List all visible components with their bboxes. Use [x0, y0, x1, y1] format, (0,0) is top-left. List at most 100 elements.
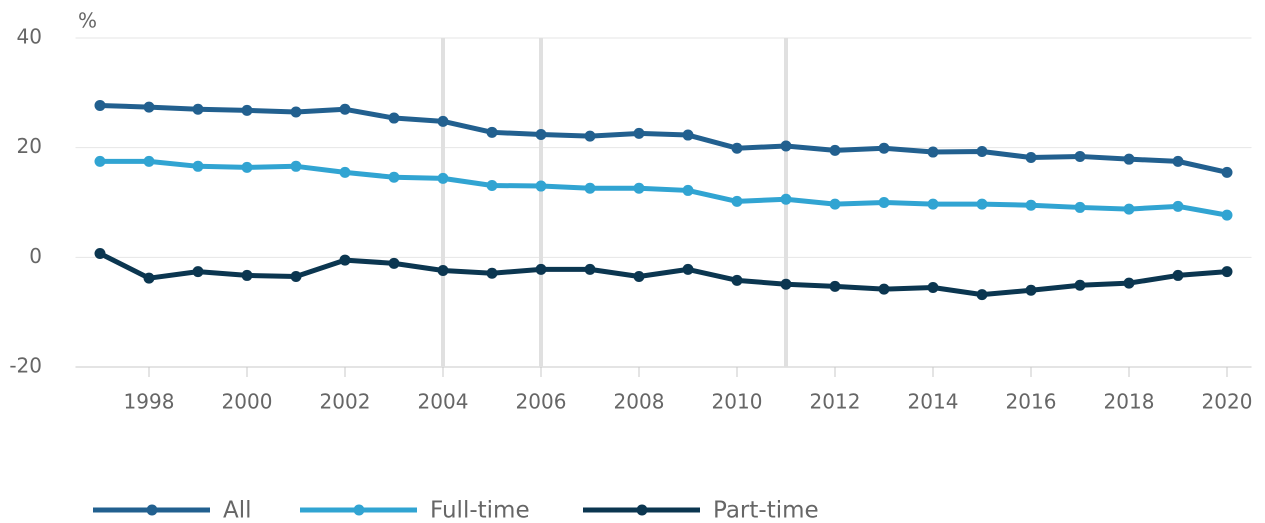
point — [731, 274, 743, 286]
point — [829, 280, 841, 292]
point — [682, 184, 694, 196]
x-tick-label: 2014 — [908, 390, 959, 414]
legend-dot — [636, 504, 648, 516]
point — [829, 198, 841, 210]
point — [192, 103, 204, 115]
x-tick-label: 2016 — [1006, 390, 1057, 414]
point — [584, 182, 596, 194]
point — [1123, 203, 1135, 215]
point — [682, 129, 694, 141]
point — [94, 99, 106, 111]
point — [535, 129, 547, 141]
point — [437, 115, 449, 127]
point — [1123, 153, 1135, 165]
point — [976, 146, 988, 158]
point — [290, 106, 302, 118]
point — [437, 264, 449, 276]
point — [1172, 200, 1184, 212]
series-line — [98, 251, 1228, 298]
point — [388, 257, 400, 269]
point — [1074, 201, 1086, 213]
point — [878, 283, 890, 295]
point — [94, 155, 106, 167]
point — [633, 127, 645, 139]
point — [1123, 277, 1135, 289]
point — [1025, 152, 1037, 164]
point — [731, 142, 743, 154]
point — [241, 269, 253, 281]
point — [241, 161, 253, 173]
point — [633, 182, 645, 194]
x-tick-label: 2008 — [614, 390, 665, 414]
legend-label: Part-time — [713, 498, 819, 523]
point — [927, 281, 939, 293]
point — [388, 112, 400, 124]
point — [486, 267, 498, 279]
x-tick-label: 2000 — [222, 390, 273, 414]
point — [927, 198, 939, 210]
point — [535, 263, 547, 275]
x-tick-label: 2018 — [1104, 390, 1155, 414]
x-tick-label: 2010 — [712, 390, 763, 414]
x-tick-label: 2020 — [1202, 390, 1253, 414]
point — [976, 198, 988, 210]
point — [143, 101, 155, 113]
point — [1025, 199, 1037, 211]
point — [192, 266, 204, 278]
point — [339, 254, 351, 266]
point — [1025, 284, 1037, 296]
point — [535, 180, 547, 192]
point — [1221, 166, 1233, 178]
y-tick-label: 20 — [17, 134, 42, 158]
legend-dot — [353, 504, 365, 516]
x-tick-label: 2006 — [516, 390, 567, 414]
point — [143, 155, 155, 167]
x-tick-label: 2012 — [810, 390, 861, 414]
point — [976, 289, 988, 301]
legend-label: All — [223, 498, 252, 523]
point — [829, 144, 841, 156]
legend-dot — [146, 504, 158, 516]
point — [633, 271, 645, 283]
point — [192, 160, 204, 172]
point — [1221, 209, 1233, 221]
point — [780, 193, 792, 205]
x-tick-label: 2002 — [320, 390, 371, 414]
point — [1172, 269, 1184, 281]
legend-label: Full-time — [430, 498, 530, 523]
point — [1074, 150, 1086, 162]
series-line — [100, 158, 1228, 218]
point — [388, 171, 400, 183]
point — [339, 103, 351, 115]
point — [780, 140, 792, 152]
x-tick-label: 2004 — [418, 390, 469, 414]
x-tick-label: 1998 — [124, 390, 175, 414]
point — [143, 272, 155, 284]
point — [780, 278, 792, 290]
series-line — [99, 102, 1228, 175]
point — [1074, 279, 1086, 291]
y-tick-label: 0 — [29, 244, 42, 268]
point — [290, 160, 302, 172]
point — [927, 146, 939, 158]
y-tick-label: -20 — [9, 354, 42, 378]
point — [878, 142, 890, 154]
point — [241, 104, 253, 116]
point — [878, 197, 890, 208]
point — [731, 195, 743, 207]
point — [486, 126, 498, 138]
y-axis-label: % — [78, 9, 97, 33]
point — [1172, 155, 1184, 167]
y-tick-label: 40 — [17, 25, 42, 49]
point — [94, 247, 106, 259]
point — [339, 166, 351, 178]
point — [290, 271, 302, 283]
point — [584, 130, 596, 142]
point — [437, 172, 449, 184]
point — [682, 263, 694, 275]
point — [584, 263, 596, 275]
point — [1221, 266, 1233, 278]
point — [486, 180, 498, 192]
